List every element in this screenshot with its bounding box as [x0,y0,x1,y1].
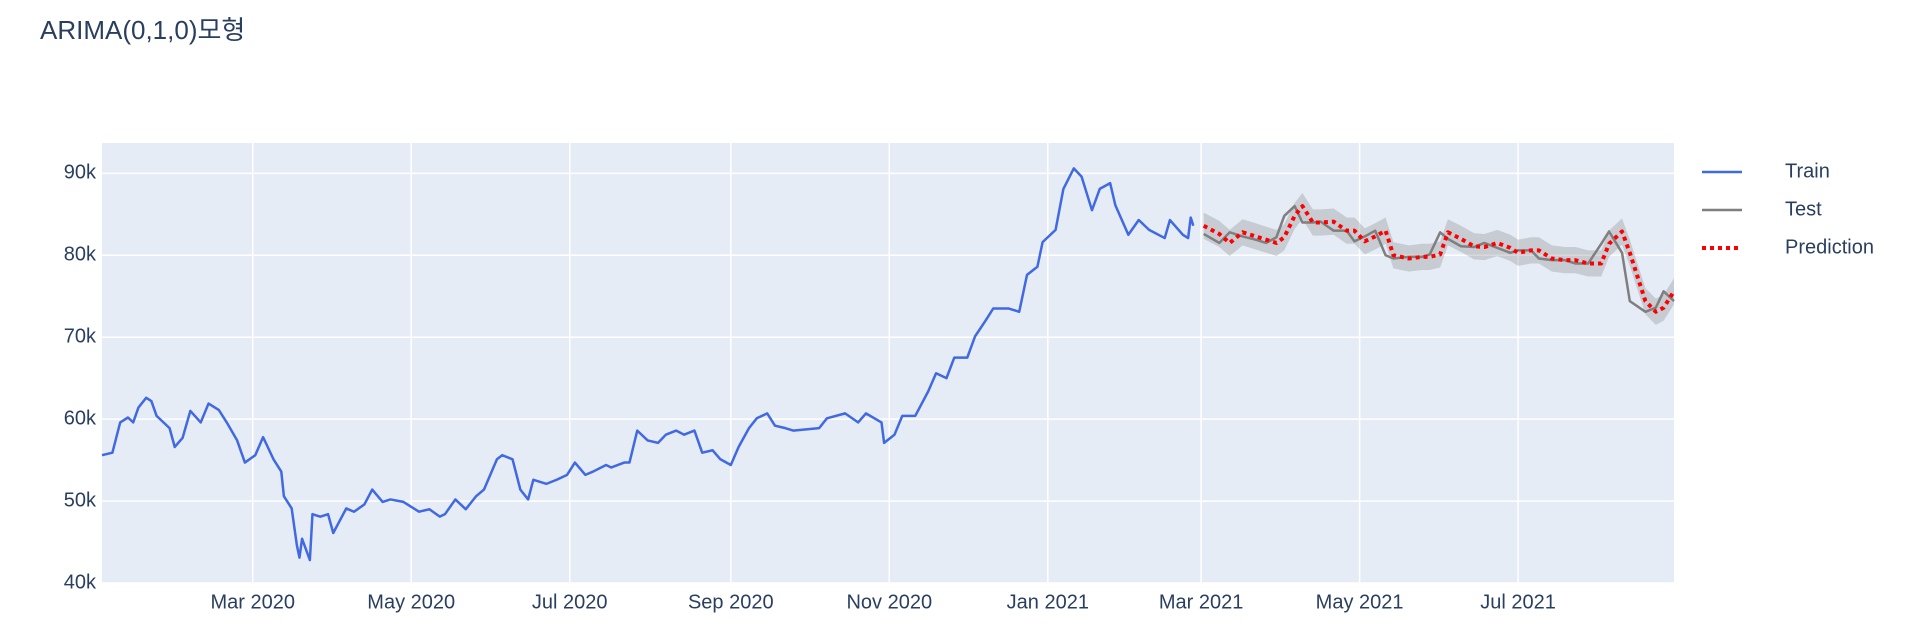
series-line [1202,204,1676,314]
confidence-band [1203,192,1674,325]
legend-label: Test [1785,198,1822,220]
x-tick-label: Mar 2021 [1159,591,1244,613]
y-tick-label: 40k [64,571,97,593]
x-tick-label: Jul 2021 [1480,591,1556,613]
y-tick-label: 70k [64,325,97,347]
x-tick-label: Nov 2020 [846,591,932,613]
x-tick-label: Mar 2020 [210,591,295,613]
x-tick-label: Jan 2021 [1007,591,1089,613]
plot-background [102,143,1674,583]
x-tick-label: May 2020 [367,591,455,613]
x-tick-label: Sep 2020 [688,591,774,613]
y-tick-label: 60k [64,407,97,429]
y-tick-label: 50k [64,489,97,511]
legend-label: Prediction [1785,236,1874,258]
series-line [1203,204,1675,314]
y-tick-label: 80k [64,244,97,266]
series-line [101,167,1195,562]
y-tick-label: 90k [64,162,97,184]
chart-title: ARIMA(0,1,0)모형 [40,15,245,45]
x-tick-label: Jul 2020 [532,591,608,613]
legend-label: Train [1785,160,1830,182]
x-tick-label: May 2021 [1316,591,1404,613]
